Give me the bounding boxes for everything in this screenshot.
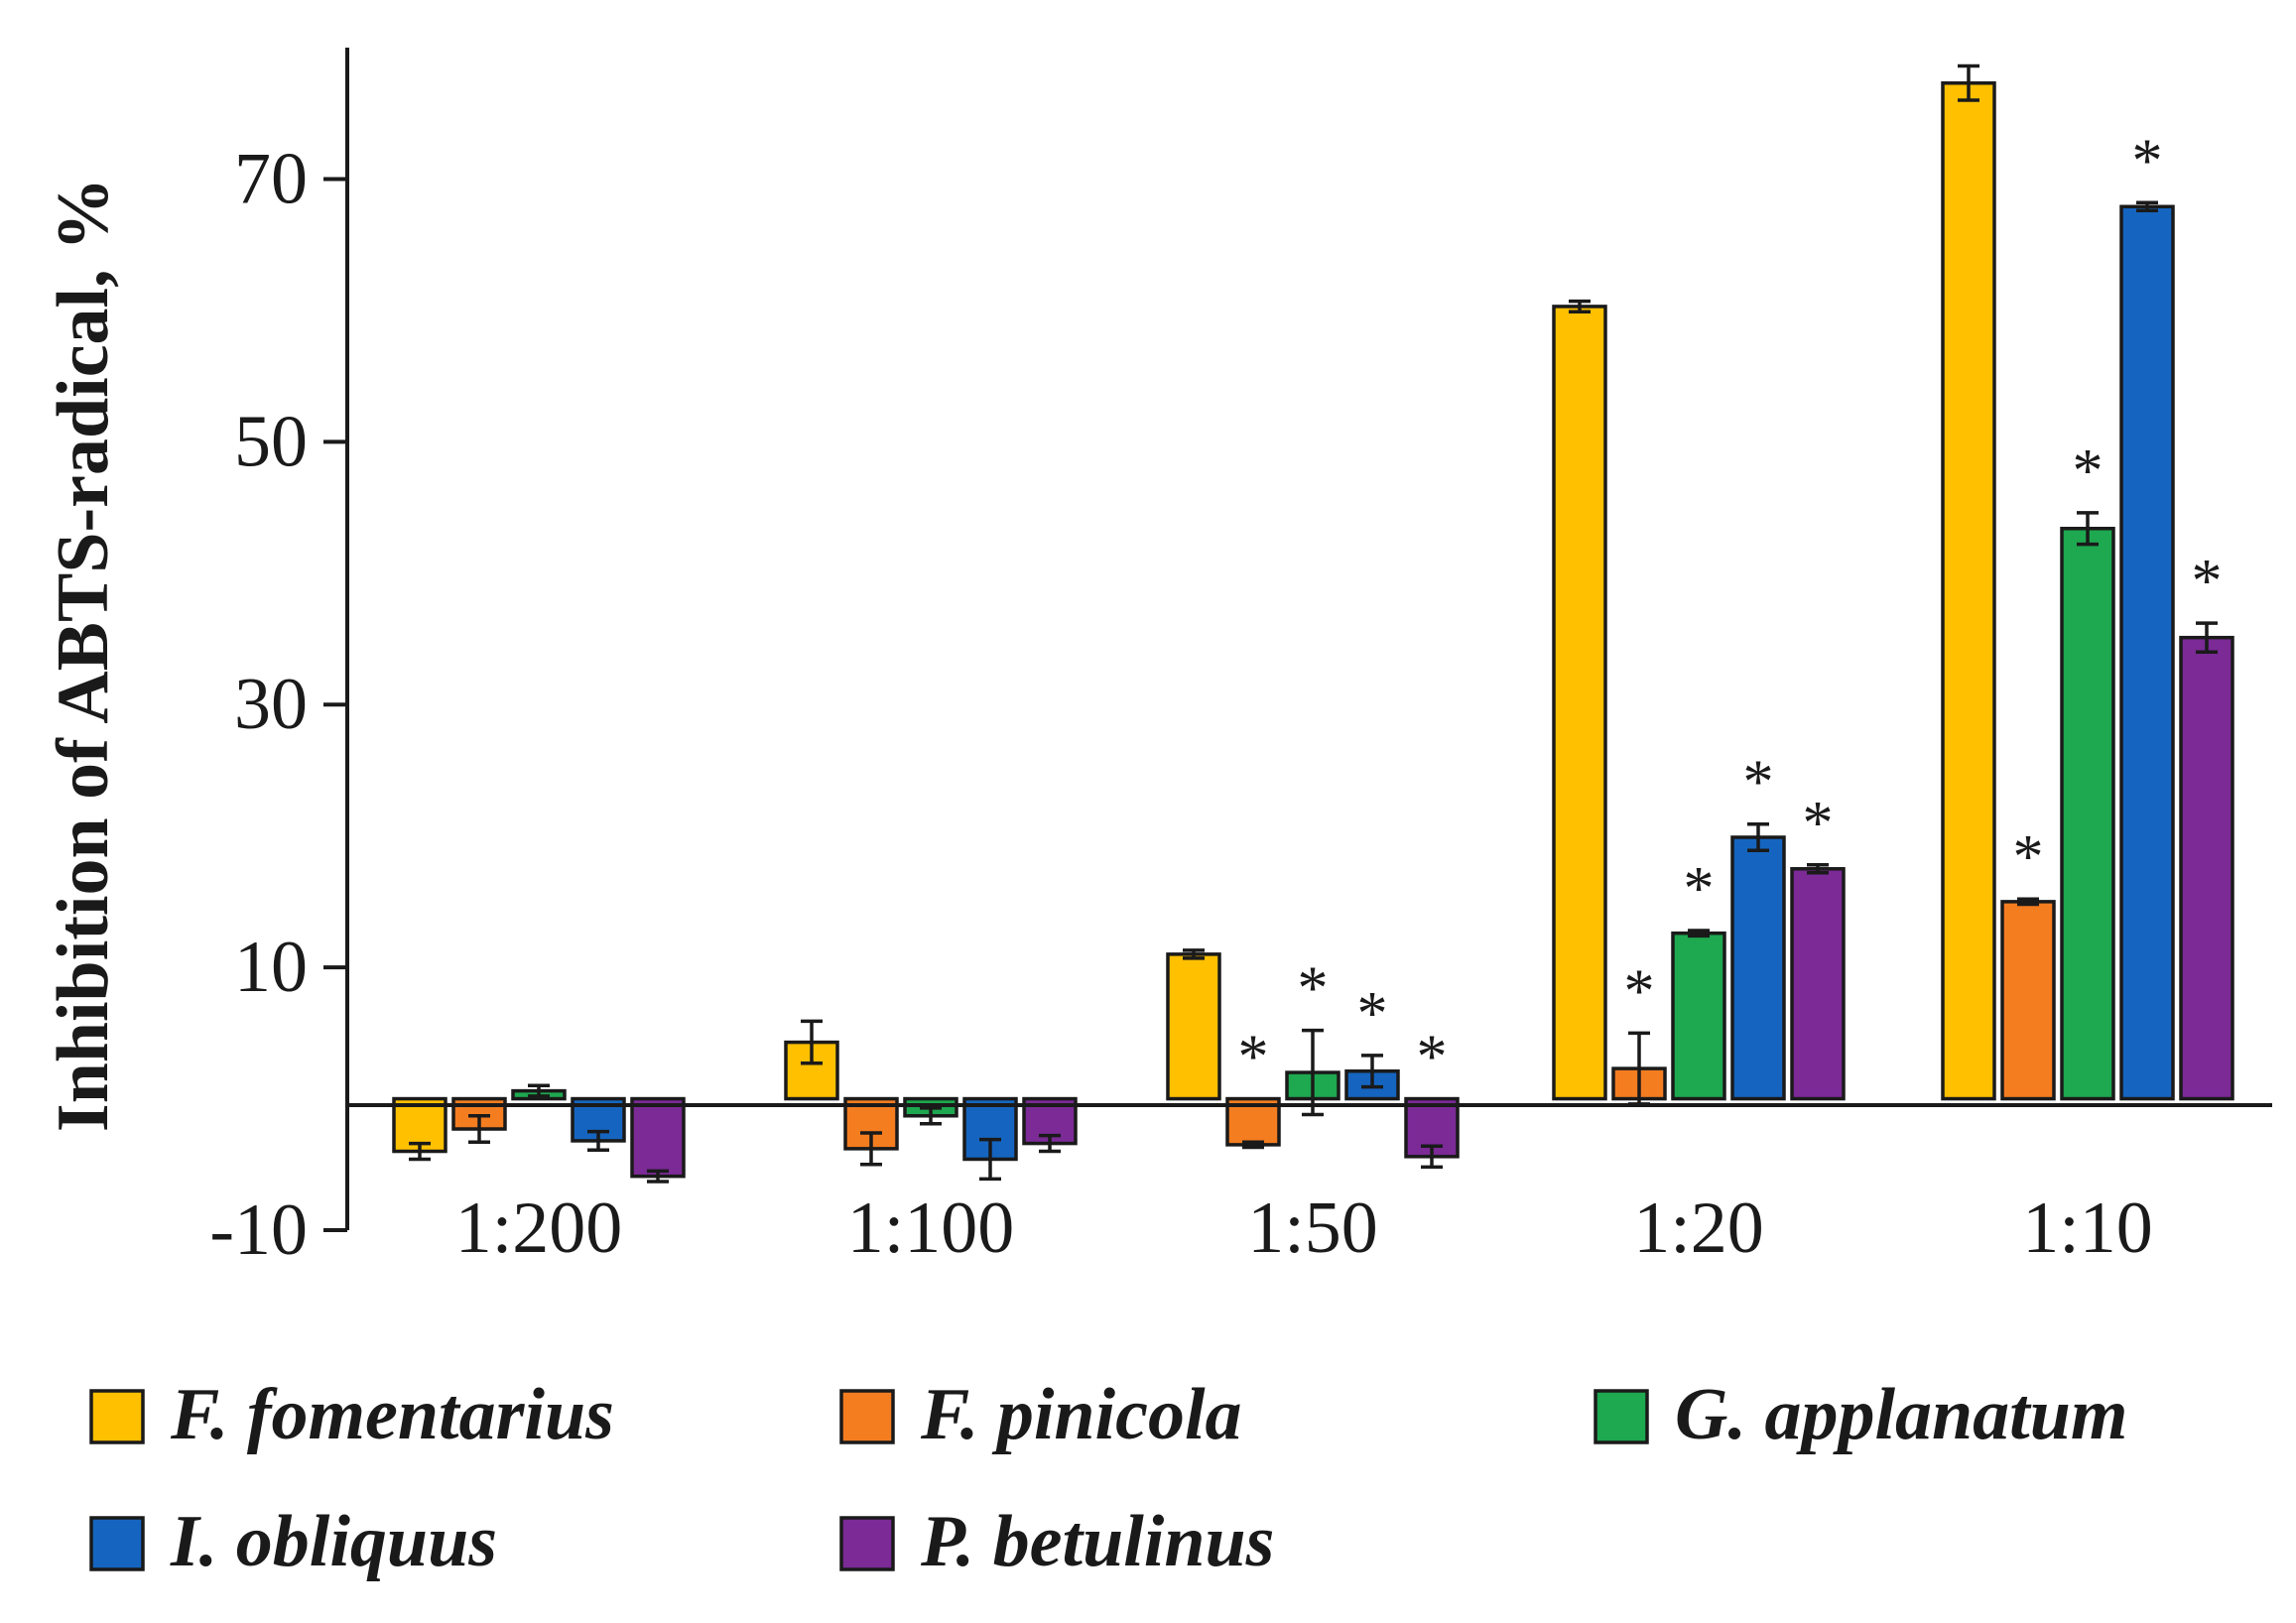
legend-label: I. obliquus bbox=[170, 1501, 497, 1582]
significance-marker: * bbox=[1803, 790, 1834, 857]
significance-marker: * bbox=[1238, 1024, 1269, 1091]
bar bbox=[1671, 931, 1726, 1101]
legend-swatch bbox=[89, 1516, 145, 1571]
category-label: 1:100 bbox=[847, 1187, 1015, 1269]
significance-marker: * bbox=[2013, 823, 2044, 891]
y-tick-label: 10 bbox=[234, 927, 308, 1008]
legend-label: P. betulinus bbox=[920, 1501, 1274, 1582]
significance-marker: * bbox=[1417, 1024, 1448, 1091]
y-tick-label: 70 bbox=[234, 138, 308, 219]
significance-marker: * bbox=[1624, 957, 1655, 1025]
category-label: 1:200 bbox=[455, 1187, 623, 1269]
significance-marker: * bbox=[1357, 980, 1388, 1048]
bar bbox=[630, 1096, 686, 1179]
bar bbox=[2000, 900, 2056, 1101]
legend-label: F. pinicola bbox=[920, 1374, 1242, 1455]
bar bbox=[1730, 835, 1786, 1101]
category-labels: 1:200 1:100 1:50 1:20 1:10 bbox=[455, 1187, 2153, 1269]
error-bars bbox=[409, 63, 2218, 1184]
bar bbox=[1941, 81, 1996, 1101]
significance-marker: * bbox=[2132, 127, 2163, 194]
y-axis-label: Inhibition of ABTS-radical, % bbox=[43, 178, 124, 1132]
significance-marker: * bbox=[2073, 437, 2104, 505]
category-label: 1:10 bbox=[2022, 1187, 2153, 1269]
legend-label: G. applanatum bbox=[1675, 1374, 2127, 1455]
legend-swatch bbox=[839, 1389, 895, 1444]
bar bbox=[1552, 305, 1607, 1101]
significance-marker: * bbox=[1684, 855, 1715, 923]
legend: F. fomentarius F. pinicola G. applanatum I.… bbox=[89, 1374, 2127, 1582]
bars bbox=[392, 81, 2234, 1179]
significance-marker: * bbox=[2192, 548, 2223, 615]
y-tick-label: 50 bbox=[234, 401, 308, 482]
bar bbox=[784, 1040, 839, 1101]
bar bbox=[2060, 526, 2115, 1101]
legend-item: F. pinicola bbox=[839, 1374, 1242, 1455]
legend-label: F. fomentarius bbox=[170, 1374, 614, 1455]
y-axis-ticks: -10 10 30 50 70 bbox=[209, 138, 347, 1271]
y-tick-label: 30 bbox=[234, 664, 308, 745]
axes bbox=[345, 48, 2272, 1230]
bar bbox=[2179, 635, 2234, 1101]
y-axis-title: Inhibition of ABTS-radical, % bbox=[43, 178, 124, 1132]
bar bbox=[2119, 204, 2175, 1101]
legend-swatch bbox=[839, 1516, 895, 1571]
legend-swatch bbox=[1594, 1389, 1649, 1444]
legend-item: I. obliquus bbox=[89, 1501, 497, 1582]
significance-markers: * * * * * * * * * * * * bbox=[1238, 127, 2223, 1090]
legend-item: F. fomentarius bbox=[89, 1374, 614, 1455]
bar bbox=[1790, 867, 1846, 1101]
legend-swatch bbox=[89, 1389, 145, 1444]
significance-marker: * bbox=[1743, 749, 1774, 816]
legend-item: G. applanatum bbox=[1594, 1374, 2127, 1455]
legend-item: P. betulinus bbox=[839, 1501, 1274, 1582]
category-label: 1:50 bbox=[1247, 1187, 1378, 1269]
y-tick-label: -10 bbox=[209, 1189, 308, 1271]
category-label: 1:20 bbox=[1633, 1187, 1764, 1269]
bar bbox=[1166, 952, 1221, 1101]
significance-marker: * bbox=[1298, 955, 1329, 1023]
